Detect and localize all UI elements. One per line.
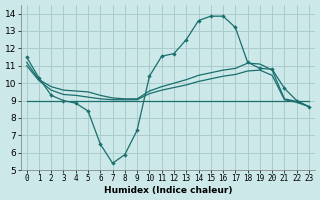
X-axis label: Humidex (Indice chaleur): Humidex (Indice chaleur) xyxy=(104,186,232,195)
